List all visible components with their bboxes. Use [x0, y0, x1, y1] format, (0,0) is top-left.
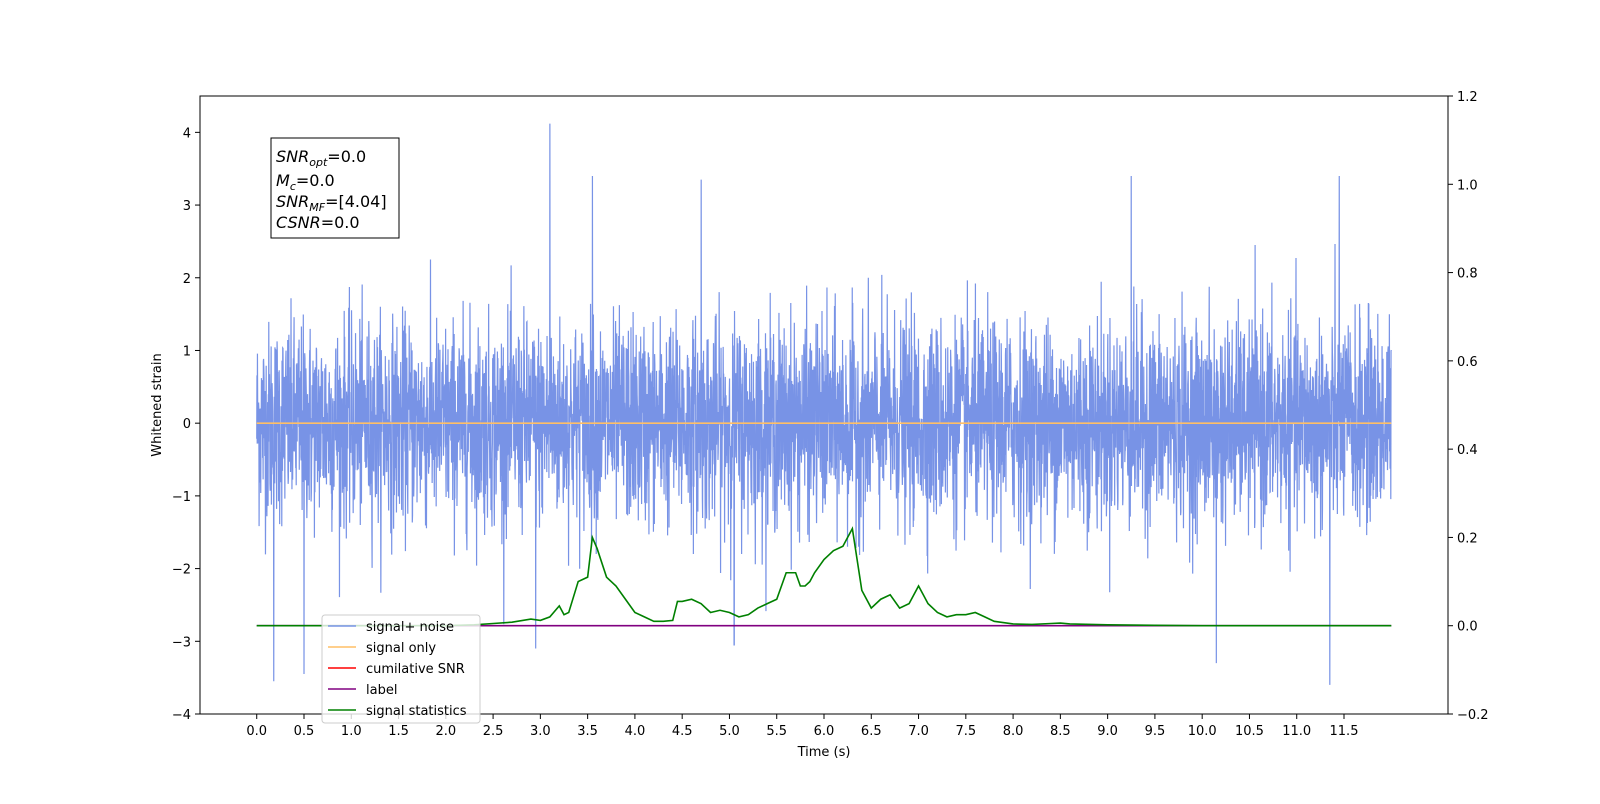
y-tick-label: −1: [172, 490, 191, 505]
annotation-snr-mf: SNRMF=[4.04]: [276, 192, 387, 214]
y-tick-label: −2: [172, 563, 191, 578]
annotation-chirp-mass: Mc=0.0: [276, 171, 335, 193]
y2-tick-label: 0.6: [1457, 355, 1478, 370]
y-axis-label: Whitened strain: [150, 353, 165, 456]
x-tick-label: 2.5: [483, 724, 504, 739]
x-tick-label: 10.0: [1188, 724, 1217, 739]
x-axis: 0.0 0.5 1.0 1.5 2.0 2.5 3.0 3.5 4.0 4.5 5.0 5.5 6.0 6…: [246, 714, 1358, 739]
x-tick-label: 2.0: [435, 724, 456, 739]
y2-tick-label: 0.8: [1457, 267, 1478, 282]
x-tick-label: 0.5: [294, 724, 315, 739]
x-tick-label: 8.5: [1050, 724, 1071, 739]
annotation-frame: [270, 137, 400, 239]
noise-layer: [256, 123, 1392, 685]
y2-tick-label: 1.0: [1457, 178, 1478, 193]
series-signal-statistics: [256, 526, 1392, 627]
annotation-box: SNRopt=0.0 Mc=0.0 SNRMF=[4.04] CSNR=0.0: [270, 137, 400, 239]
y-tick-label: −3: [172, 635, 191, 650]
y-tick-label: 3: [183, 199, 191, 214]
x-tick-label: 5.0: [719, 724, 740, 739]
legend-label-label: label: [366, 683, 397, 698]
x-axis-label: Time (s): [797, 745, 851, 760]
x-tick-label: 4.0: [625, 724, 646, 739]
y-tick-label: 2: [183, 272, 191, 287]
y2-axis: −0.2 0.0 0.2 0.4 0.6 0.8 1.0 1.2: [1448, 90, 1489, 723]
x-tick-label: 1.0: [341, 724, 362, 739]
annotation-snr-opt: SNRopt=0.0: [276, 147, 366, 169]
x-tick-label: 6.5: [861, 724, 882, 739]
x-tick-label: 6.0: [814, 724, 835, 739]
series-signal-noise: [256, 123, 1392, 685]
y-tick-label: 1: [183, 344, 191, 359]
x-tick-label: 1.5: [388, 724, 409, 739]
y2-tick-label: 1.2: [1457, 90, 1478, 105]
y2-tick-label: 0.4: [1457, 443, 1478, 458]
y2-tick-label: −0.2: [1457, 708, 1489, 723]
x-tick-label: 0.0: [246, 724, 267, 739]
y-tick-label: 0: [183, 417, 191, 432]
x-tick-label: 10.5: [1235, 724, 1264, 739]
legend-label-signal-statistics: signal statistics: [366, 704, 467, 719]
legend-label-signal-only: signal only: [366, 641, 436, 656]
legend: signal+ noise signal only cumilative SNR…: [321, 614, 481, 724]
x-tick-label: 7.5: [955, 724, 976, 739]
x-tick-label: 8.0: [1003, 724, 1024, 739]
x-tick-label: 11.0: [1282, 724, 1311, 739]
y2-tick-label: 0.2: [1457, 531, 1478, 546]
legend-frame: [321, 614, 481, 724]
y-tick-label: 4: [183, 126, 191, 141]
x-tick-label: 3.0: [530, 724, 551, 739]
x-tick-label: 4.5: [672, 724, 693, 739]
annotation-csnr: CSNR=0.0: [276, 213, 360, 232]
x-tick-label: 11.5: [1330, 724, 1359, 739]
y2-tick-label: 0.0: [1457, 620, 1478, 635]
x-tick-label: 5.5: [766, 724, 787, 739]
x-tick-label: 3.5: [577, 724, 598, 739]
legend-label-signal-noise: signal+ noise: [366, 620, 454, 635]
x-tick-label: 7.0: [908, 724, 929, 739]
x-tick-label: 9.5: [1145, 724, 1166, 739]
x-tick-label: 9.0: [1097, 724, 1118, 739]
y-tick-label: −4: [172, 708, 191, 723]
y-axis: −4 −3 −2 −1 0 1 2 3 4: [172, 126, 200, 723]
legend-label-cumulative-snr: cumilative SNR: [366, 662, 465, 677]
